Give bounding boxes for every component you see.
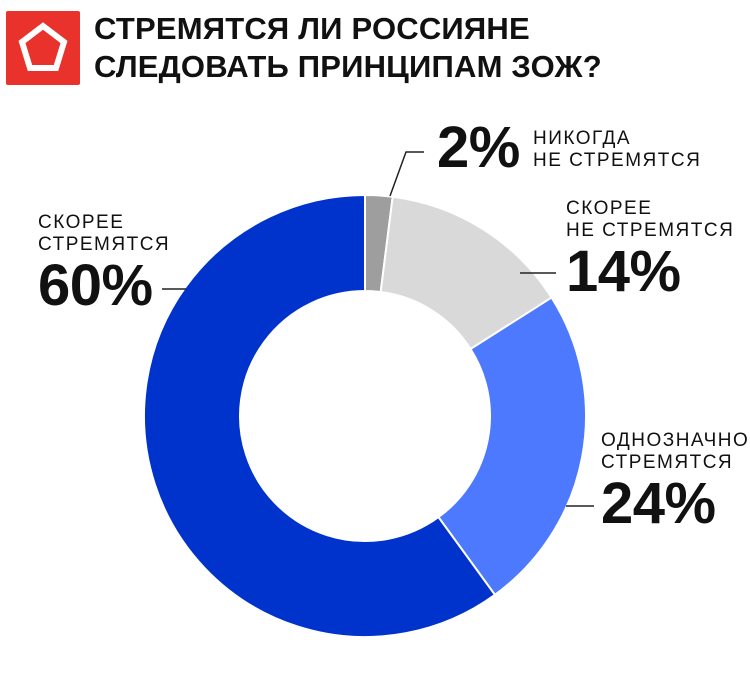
leader-lines: [162, 151, 594, 507]
donut-slices: [143, 193, 587, 638]
logo-pentagon: [18, 22, 68, 71]
slice-value-never: 2%: [437, 115, 520, 180]
slice-value-definitely: 24%: [601, 471, 716, 536]
slice-label-rather-not: СКОРЕЕ НЕ СТРЕМЯТСЯ 14%: [566, 198, 746, 302]
slice-value-rather-yes: 60%: [38, 253, 153, 318]
slice-label-definitely: ОДНОЗНАЧНО СТРЕМЯТСЯ 24%: [601, 430, 750, 534]
donut-slice-rather-yes: [143, 193, 497, 638]
slice-category-never: НИКОГДА НЕ СТРЕМЯТСЯ: [533, 128, 702, 171]
donut-slice-definitely: [437, 296, 587, 597]
slice-label-rather-yes: СКОРЕЕ СТРЕМЯТСЯ 60%: [38, 212, 238, 316]
slice-category-rather-not: СКОРЕЕ НЕ СТРЕМЯТСЯ: [566, 198, 735, 241]
slice-category-rather-yes: СКОРЕЕ СТРЕМЯТСЯ: [38, 212, 171, 255]
chart-title-line-2: СЛЕДОВАТЬ ПРИНЦИПАМ ЗОЖ?: [94, 49, 602, 84]
chart-title-line-1: СТРЕМЯТСЯ ЛИ РОССИЯНЕ: [94, 11, 530, 46]
slice-value-rather-not: 14%: [566, 239, 681, 304]
chart-title: СТРЕМЯТСЯ ЛИ РОССИЯНЕ СЛЕДОВАТЬ ПРИНЦИПА…: [94, 10, 714, 86]
leader-line-never: [389, 151, 424, 197]
slice-category-definitely: ОДНОЗНАЧНО СТРЕМЯТСЯ: [601, 430, 750, 473]
pentagon-logo-icon: [6, 11, 80, 85]
